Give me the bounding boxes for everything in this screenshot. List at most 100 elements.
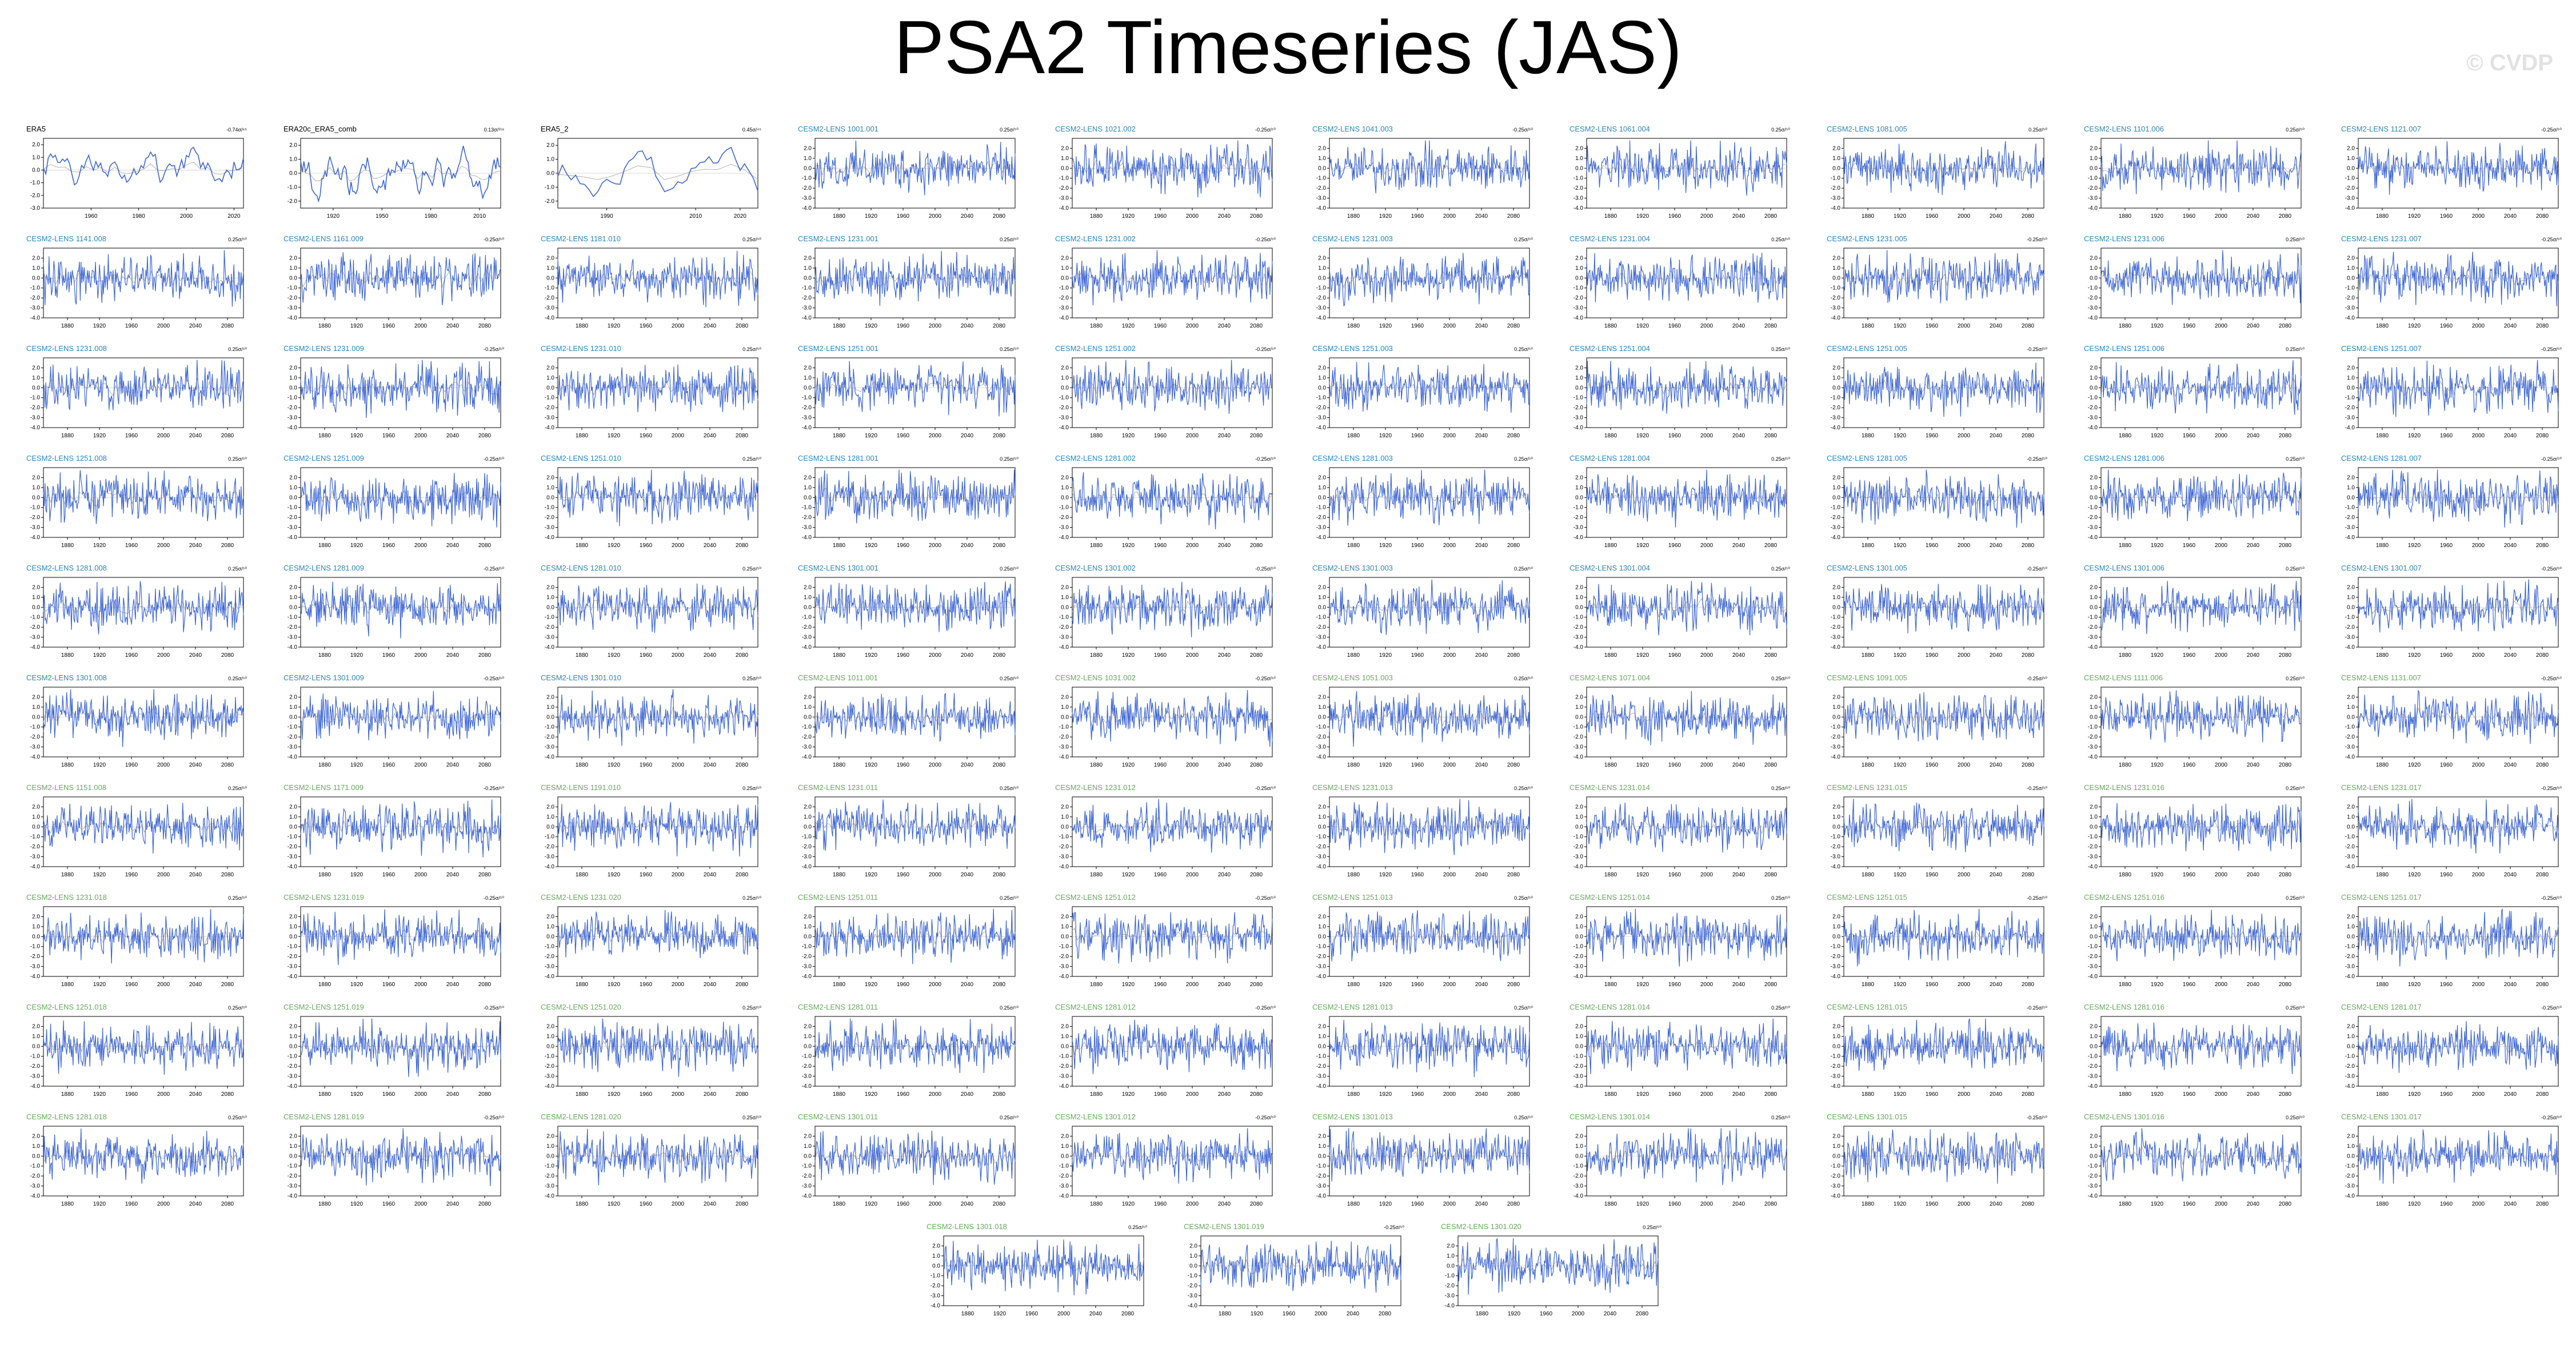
panel-trend-label: -0.25σ/⁵⁰ — [2541, 1115, 2562, 1120]
y-tick-label: 1.0 — [289, 1143, 297, 1150]
chart-panel: CESM2-LENS 1301.018 0.25σ/⁵⁰ 2.0 1.0 0.0 -1.0… — [923, 1222, 1152, 1330]
x-tick-label: 1920 — [1379, 872, 1392, 878]
x-tick-label: 2040 — [1475, 982, 1488, 988]
y-tick-label: -1.0 — [1831, 724, 1841, 731]
chart-panel: CESM2-LENS 1301.015 -0.25σ/⁵⁰ 2.0 1.0 0.0 -1.… — [1823, 1112, 2052, 1220]
x-tick-label: 1920 — [2151, 652, 2164, 659]
psa2-series-line — [814, 469, 1016, 524]
x-tick-label: 2040 — [2504, 213, 2517, 220]
x-tick-label: 2040 — [2504, 1091, 2517, 1098]
x-tick-label: 1960 — [1668, 213, 1682, 220]
x-tick-label: 2080 — [1764, 762, 1778, 768]
panel-trend-label: 0.25σ/⁵⁰ — [1771, 237, 1790, 242]
y-tick-label: -2.0 — [545, 954, 555, 960]
y-tick-label: -4.0 — [802, 864, 812, 870]
x-tick-label: 1960 — [897, 543, 910, 549]
panel-title: CESM2-LENS 1121.007 — [2341, 125, 2421, 133]
y-tick-label: -1.0 — [1573, 615, 1584, 621]
psa2-series-line — [1072, 689, 1273, 747]
y-tick-label: -2.0 — [802, 185, 812, 192]
y-tick-label: -4.0 — [1316, 864, 1327, 870]
x-tick-label: 2080 — [736, 762, 749, 768]
x-tick-label: 1960 — [897, 652, 910, 659]
plot-frame — [557, 906, 758, 977]
y-tick-label: 0.0 — [289, 714, 297, 720]
y-tick-label: 2.0 — [1061, 145, 1069, 151]
plot-frame — [2100, 796, 2302, 867]
y-tick-label: -4.0 — [2088, 315, 2098, 321]
y-tick-label: 2.0 — [804, 1023, 812, 1030]
psa2-series-line — [43, 1020, 244, 1075]
x-tick-label: 1880 — [1862, 652, 1875, 659]
x-tick-label: 2080 — [2279, 872, 2292, 878]
y-tick-label: 1.0 — [1832, 265, 1840, 272]
chart-panel: CESM2-LENS 1251.005 -0.25σ/⁵⁰ 2.0 1.0 0.0 -1.… — [1823, 344, 2052, 452]
panel-trend-label: -0.25σ/⁵⁰ — [484, 237, 504, 242]
chart-panel: CESM2-LENS 1231.019 -0.25σ/⁵⁰ 2.0 1.0 0.0 -1.… — [280, 893, 509, 1000]
chart-panel: CESM2-LENS 1251.016 0.25σ/⁵⁰ 2.0 1.0 0.0 -1.0… — [2080, 893, 2309, 1000]
y-tick-label: -4.0 — [1059, 425, 1069, 431]
chart-panel: CESM2-LENS 1281.001 0.25σ/⁵⁰ 2.0 1.0 0.0 -1.0… — [794, 454, 1023, 561]
x-tick-label: 1960 — [125, 433, 138, 439]
x-tick-label: 1960 — [125, 762, 138, 768]
panel-title: CESM2-LENS 1281.015 — [1827, 1003, 1907, 1011]
x-tick-label: 2080 — [993, 762, 1006, 768]
x-tick-label: 2080 — [2279, 1201, 2292, 1207]
x-tick-label: 1960 — [125, 1091, 138, 1098]
x-tick-label: 1880 — [1862, 323, 1875, 329]
y-tick-label: 1.0 — [1832, 1143, 1840, 1150]
y-tick-label: 1.0 — [804, 704, 812, 711]
x-tick-label: 2040 — [1990, 323, 2003, 329]
x-tick-label: 1960 — [897, 1091, 910, 1098]
x-tick-label: 1920 — [1122, 982, 1135, 988]
x-tick-label: 1960 — [1926, 1091, 1939, 1098]
y-tick-label: 2.0 — [1061, 365, 1069, 371]
x-tick-label: 1960 — [2440, 543, 2453, 549]
y-tick-label: 1.0 — [32, 595, 40, 601]
panel-title: CESM2-LENS 1301.020 — [1441, 1222, 1521, 1231]
x-tick-label: 2080 — [2022, 982, 2035, 988]
panel-title: CESM2-LENS 1281.005 — [1827, 454, 1907, 462]
y-tick-label: -1.0 — [287, 184, 298, 190]
x-tick-label: 1880 — [1347, 652, 1360, 659]
x-tick-label: 2040 — [2247, 213, 2260, 220]
x-tick-label: 1960 — [2183, 1091, 2196, 1098]
y-tick-label: 0.0 — [32, 275, 40, 281]
plot-frame — [1072, 1016, 1273, 1087]
x-tick-label: 1880 — [2376, 213, 2389, 220]
x-tick-label: 2010 — [473, 213, 486, 220]
chart-panel: CESM2-LENS 1251.007 -0.25σ/⁵⁰ 2.0 1.0 0.0 -1.… — [2338, 344, 2566, 452]
x-tick-label: 1880 — [61, 543, 74, 549]
psa2-series-line — [43, 1128, 244, 1184]
x-tick-label: 1880 — [1862, 762, 1875, 768]
x-tick-label: 2000 — [414, 433, 428, 439]
y-tick-label: -1.0 — [545, 944, 555, 950]
x-tick-label: 1920 — [350, 652, 364, 659]
panel-title: CESM2-LENS 1231.015 — [1827, 783, 1907, 792]
panel-trend-label: -0.25σ/⁵⁰ — [2541, 456, 2562, 462]
y-tick-label: 1.0 — [1832, 814, 1840, 820]
x-tick-label: 2000 — [1700, 543, 1714, 549]
x-tick-label: 1920 — [608, 652, 621, 659]
x-tick-label: 2080 — [1250, 323, 1263, 329]
x-tick-label: 1920 — [2151, 762, 2164, 768]
y-tick-label: -4.0 — [1059, 1193, 1069, 1199]
y-tick-label: 2.0 — [2090, 1133, 2098, 1139]
y-tick-label: -1.0 — [30, 834, 41, 840]
y-tick-label: 0.0 — [1832, 1043, 1840, 1050]
x-tick-label: 1920 — [2151, 872, 2164, 878]
chart-panel: CESM2-LENS 1281.008 0.25σ/⁵⁰ 2.0 1.0 0.0 -1.0… — [23, 564, 251, 671]
y-tick-label: -1.0 — [30, 615, 41, 621]
x-tick-label: 1960 — [2183, 433, 2196, 439]
x-tick-label: 1920 — [93, 543, 106, 549]
chart-panel: CESM2-LENS 1121.007 -0.25σ/⁵⁰ 2.0 1.0 0.0 -1.… — [2338, 125, 2566, 232]
x-tick-label: 2040 — [1990, 1091, 2003, 1098]
y-tick-label: 0.0 — [2090, 604, 2098, 611]
x-tick-label: 2080 — [1636, 1311, 1649, 1317]
y-tick-label: 0.0 — [1318, 275, 1326, 281]
y-tick-label: 2.0 — [1318, 255, 1326, 261]
